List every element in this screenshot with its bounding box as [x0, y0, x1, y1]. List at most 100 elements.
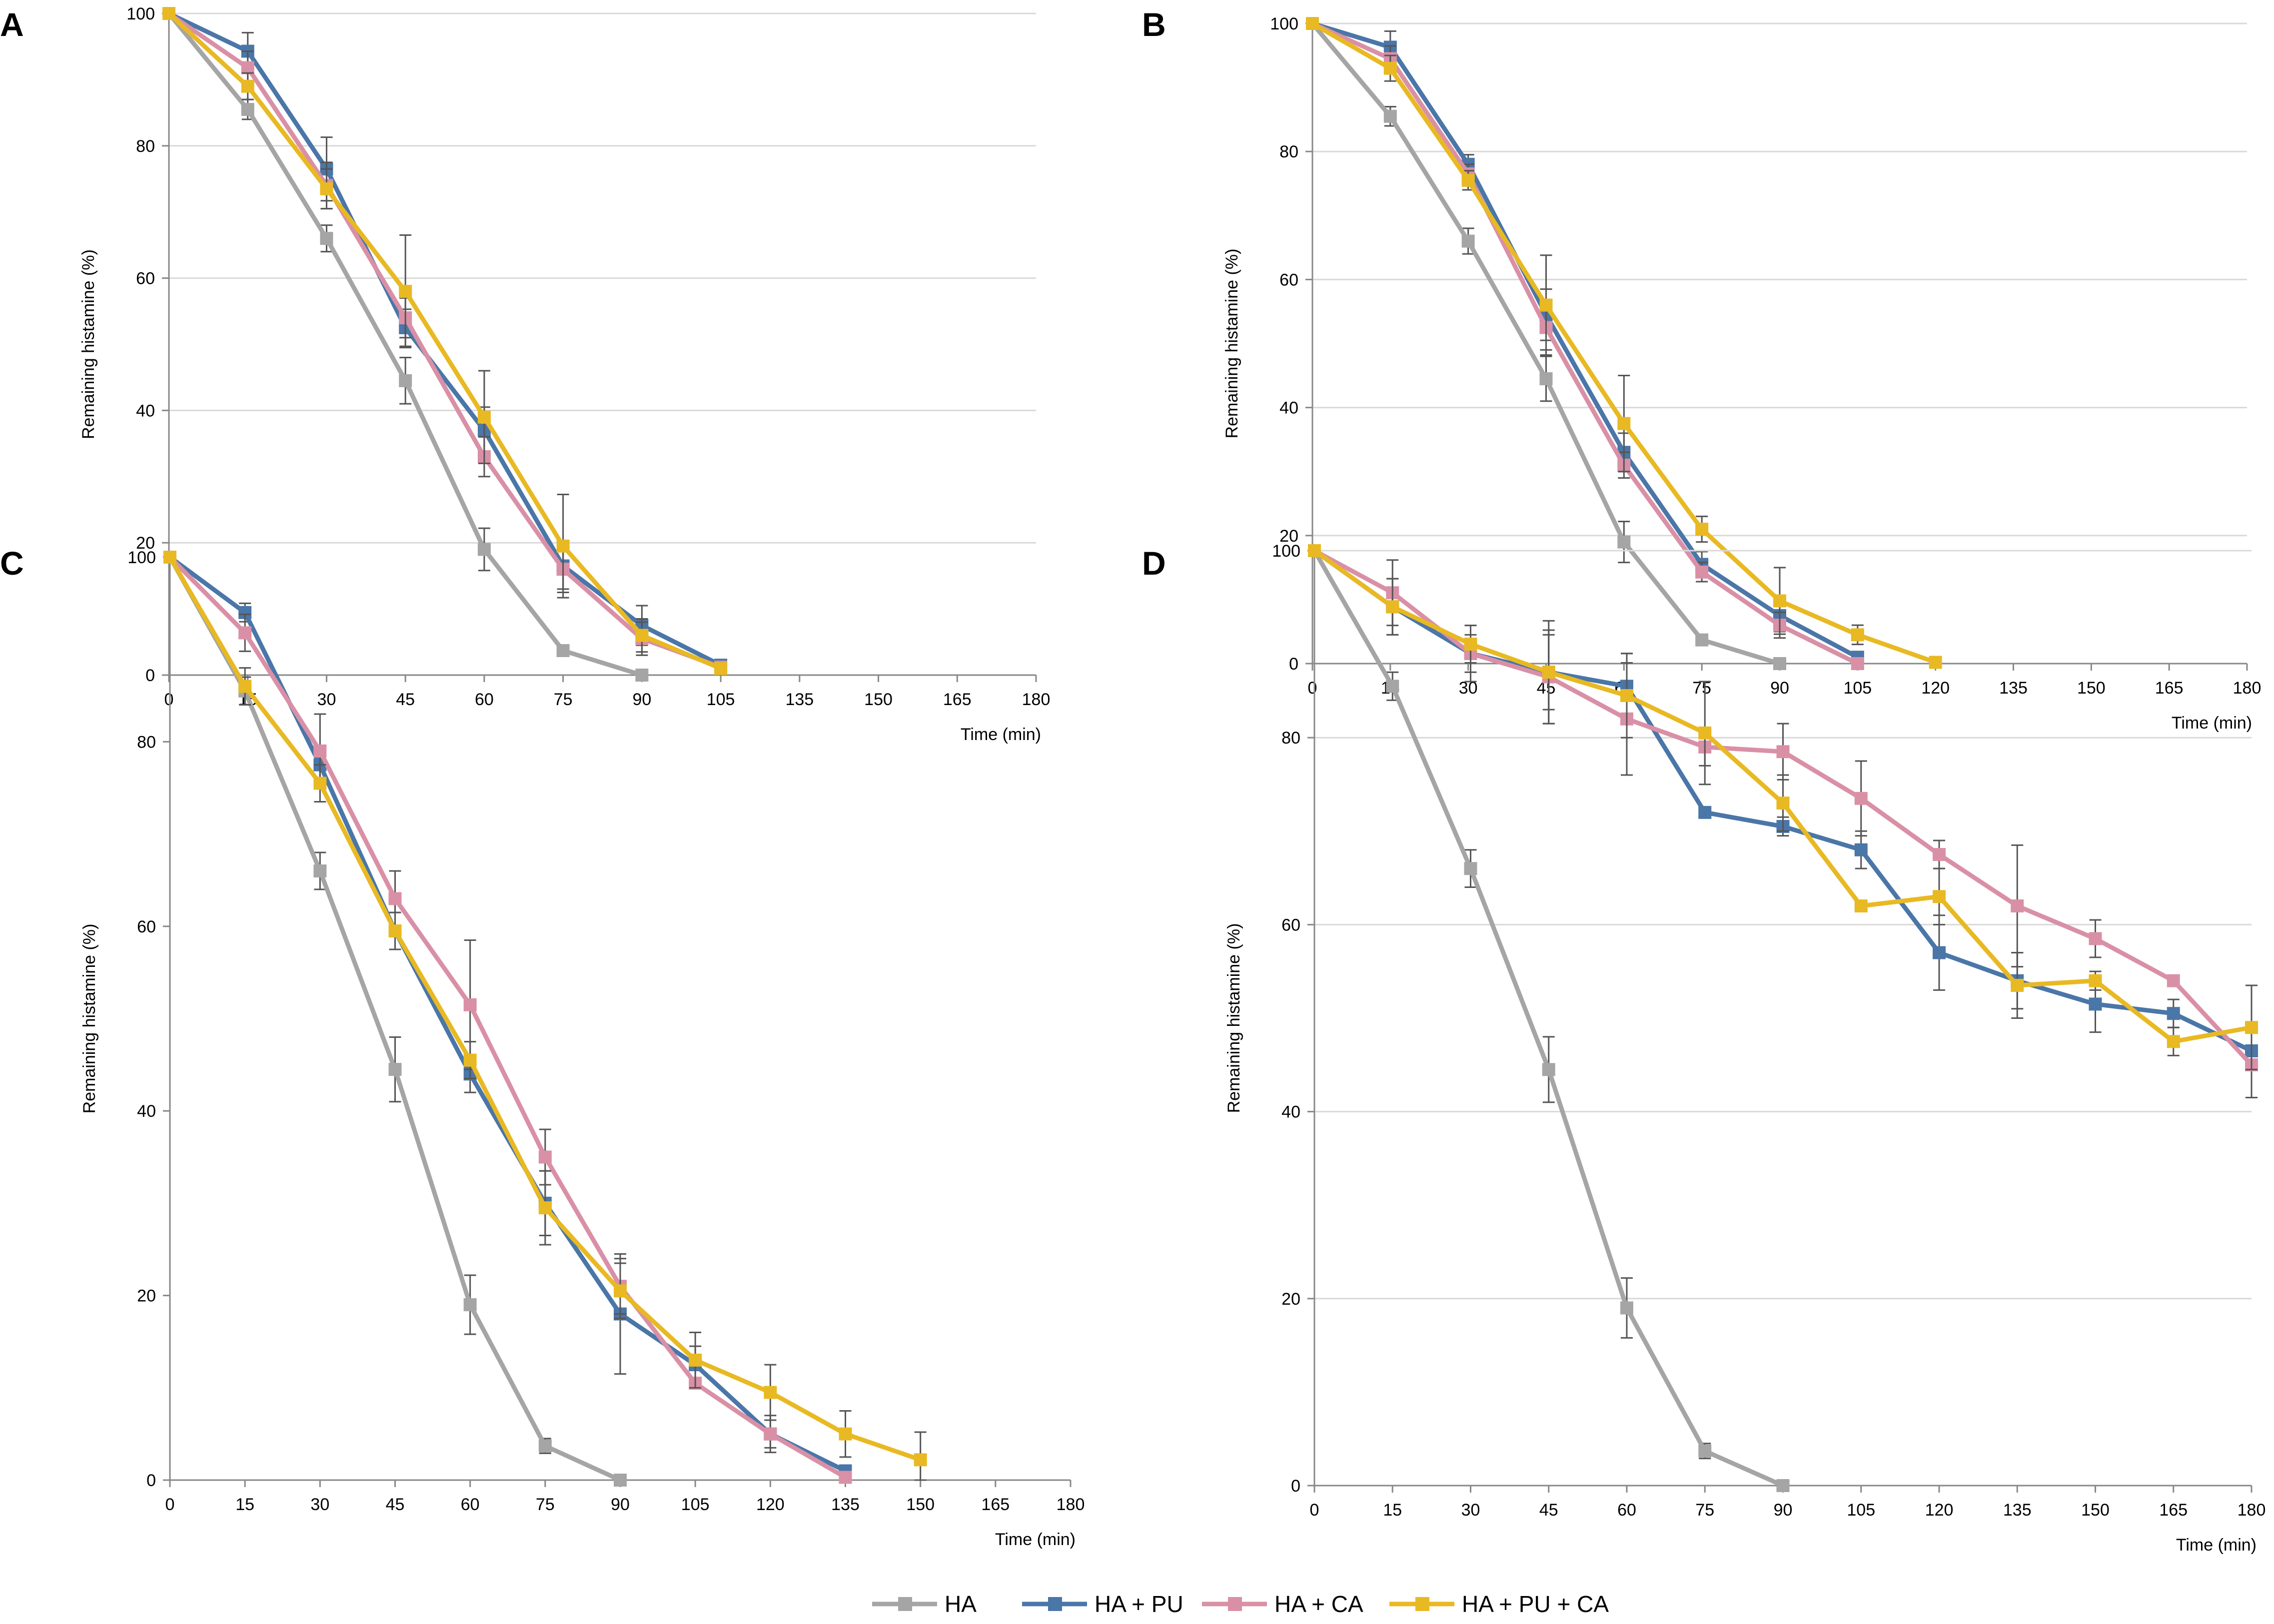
y-tick-label: 80	[137, 733, 156, 752]
x-tick-label: 45	[396, 690, 415, 709]
legend-label: HA	[945, 1591, 977, 1617]
y-tick-label: 0	[1291, 1477, 1300, 1496]
x-tick-label: 30	[1461, 1501, 1480, 1520]
x-axis-title: Time (min)	[961, 725, 1041, 744]
y-tick-label: 20	[1281, 1290, 1300, 1309]
data-point	[1695, 522, 1709, 536]
x-tick-label: 90	[611, 1495, 630, 1514]
data-point	[1776, 745, 1790, 759]
x-tick-label: 60	[475, 690, 494, 709]
x-tick-label: 180	[1022, 690, 1051, 709]
legend-item-ha: HA	[872, 1591, 977, 1617]
x-tick-label: 75	[1695, 1501, 1714, 1520]
series-line	[168, 555, 847, 1480]
y-axis-title: Remaining histamine (%)	[1224, 923, 1243, 1113]
x-tick-label: 150	[864, 690, 893, 709]
series-line	[167, 11, 722, 671]
y-axis-title: Remaining histamine (%)	[79, 249, 98, 439]
data-point	[1461, 173, 1475, 187]
y-tick-label: 20	[136, 534, 155, 553]
x-tick-label: 135	[1999, 679, 2028, 698]
legend: HA HA + PU HA + CA HA + PU + CA	[872, 1591, 1609, 1617]
x-tick-label: 0	[1310, 1501, 1319, 1520]
x-tick-label: 90	[1770, 679, 1789, 698]
data-point	[1383, 61, 1397, 75]
series-ha-pu	[163, 551, 852, 1478]
y-tick-label: 80	[1279, 142, 1298, 161]
y-tick-label: 100	[1270, 14, 1298, 33]
series-ha-pu-ca	[1306, 17, 1942, 669]
data-point	[313, 777, 327, 790]
data-point	[635, 629, 649, 642]
x-axis-title: Time (min)	[2172, 714, 2252, 733]
x-tick-label: 45	[1539, 1501, 1558, 1520]
data-point	[241, 79, 254, 93]
data-point	[2167, 1035, 2180, 1048]
data-point	[1851, 657, 1864, 670]
series-line	[1311, 21, 1859, 660]
data-point	[764, 1386, 777, 1399]
x-tick-label: 60	[461, 1495, 480, 1514]
legend-label: HA + CA	[1274, 1591, 1363, 1617]
chart-panels: A0 15 30 45 60 75 90 105 135 150 165 18002040608010…	[0, 4, 2266, 1555]
x-tick-label: 15	[1383, 1501, 1402, 1520]
data-point	[399, 374, 412, 387]
data-point	[914, 1453, 927, 1467]
data-point	[1698, 726, 1712, 740]
series-line	[167, 11, 722, 670]
y-tick-label: 40	[136, 401, 155, 420]
x-tick-label: 135	[831, 1495, 860, 1514]
x-tick-label: 15	[235, 1495, 254, 1514]
y-axis-title: Remaining histamine (%)	[1222, 249, 1241, 439]
data-point	[162, 7, 175, 20]
y-tick-label: 40	[1279, 399, 1298, 418]
data-point	[614, 1284, 627, 1298]
x-axis-title: Time (min)	[995, 1530, 1076, 1549]
panel-d: D 0 15 30 45 60 75 90 105 120 135 150 165 180 0 20 40 60 8…	[1142, 542, 2266, 1555]
y-tick-label: 80	[136, 137, 155, 156]
data-point	[538, 1201, 552, 1215]
data-point	[463, 1053, 477, 1067]
y-tick-label: 80	[1281, 729, 1300, 748]
y-tick-label: 60	[1279, 270, 1298, 289]
data-point	[1464, 638, 1477, 651]
data-point	[388, 1063, 402, 1076]
x-tick-label: 90	[1774, 1501, 1793, 1520]
data-point	[320, 182, 333, 195]
data-point	[839, 1471, 852, 1484]
data-point	[764, 1427, 777, 1441]
data-point	[1306, 17, 1319, 30]
data-point	[1695, 633, 1709, 647]
x-tick-label: 150	[906, 1495, 935, 1514]
x-tick-label: 0	[165, 1495, 175, 1514]
x-tick-label: 165	[2159, 1501, 2188, 1520]
data-point	[1929, 656, 1942, 669]
data-point	[477, 410, 491, 424]
legend-swatch-marker	[1228, 1597, 1242, 1611]
legend-swatch-marker	[898, 1597, 912, 1611]
legend-label: HA + PU + CA	[1462, 1591, 1609, 1617]
series-ha-pu-ca	[163, 551, 927, 1481]
x-tick-label: 180	[2238, 1501, 2266, 1520]
x-tick-label: 30	[317, 690, 336, 709]
legend-item-ha-ca: HA + CA	[1202, 1591, 1363, 1617]
x-tick-label: 180	[1057, 1495, 1085, 1514]
data-point	[1933, 848, 1946, 861]
data-point	[2167, 974, 2180, 987]
series-ha	[1308, 544, 1790, 1492]
data-point	[1773, 657, 1786, 670]
panel-letter: B	[1142, 6, 1166, 43]
data-point	[1539, 298, 1553, 312]
data-point	[556, 539, 570, 553]
x-tick-label: 120	[756, 1495, 785, 1514]
data-point	[689, 1353, 702, 1367]
data-point	[2167, 1007, 2180, 1020]
data-point	[2089, 932, 2102, 945]
data-point	[1695, 565, 1709, 579]
x-tick-label: 165	[981, 1495, 1010, 1514]
y-tick-label: 60	[1281, 915, 1300, 934]
data-point	[1854, 792, 1868, 805]
data-point	[839, 1427, 852, 1441]
data-point	[2011, 979, 2024, 992]
